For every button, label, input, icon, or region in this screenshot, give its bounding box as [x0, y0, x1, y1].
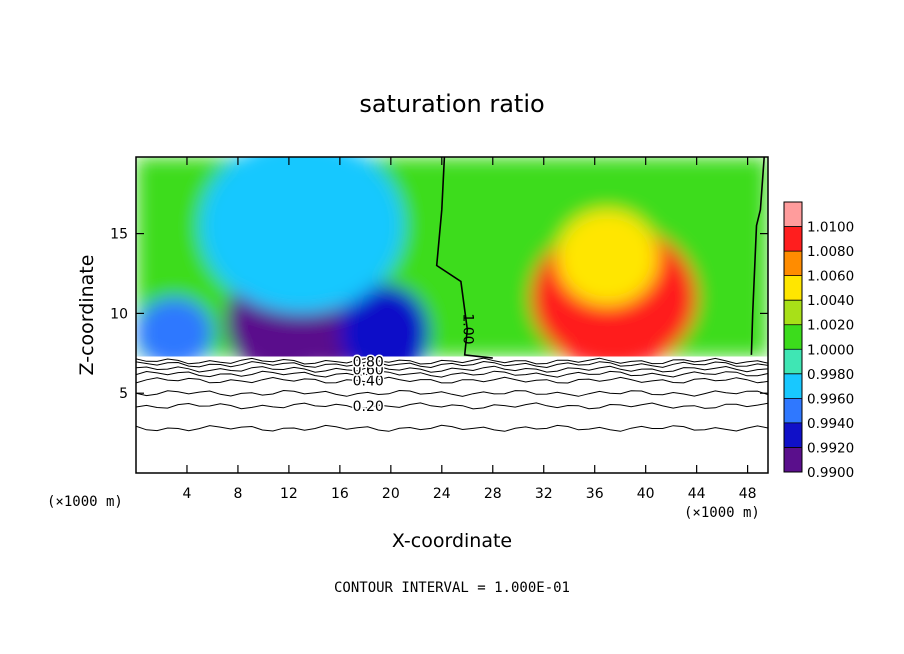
colorbar-swatch: [784, 324, 802, 350]
colorbar-swatch: [784, 300, 802, 325]
y-axis-label: Z-coordinate: [76, 255, 98, 376]
field-blob: [199, 157, 404, 314]
contour-interval-note: CONTOUR INTERVAL = 1.000E-01: [334, 580, 570, 596]
x-axis-label: X-coordinate: [392, 530, 512, 552]
unity-contour: [435, 157, 493, 359]
x-tick-label: 20: [382, 486, 400, 502]
field-fill: [136, 157, 768, 381]
colorbar: 0.9900 0.9920 0.9940 0.9960 0.9980 1.0000 1.00…: [783, 201, 854, 481]
colorbar-label: 0.9900: [807, 465, 854, 481]
colorbar-label: 1.0020: [807, 318, 854, 334]
x-tick-label: 16: [331, 486, 349, 502]
colorbar-label: 1.0040: [807, 293, 854, 309]
x-tick-label: 28: [484, 486, 502, 502]
unity-contour-right: [750, 157, 765, 355]
contour-line: [136, 402, 768, 410]
colorbar-swatch: [784, 373, 802, 399]
x-tick-label: 12: [280, 486, 298, 502]
colorbar-swatch: [784, 202, 802, 227]
x-unit-left: (×1000 m): [47, 494, 123, 510]
chart-title: saturation ratio: [359, 90, 544, 118]
y-tick-label: 15: [110, 227, 128, 243]
colorbar-swatch: [784, 398, 802, 423]
x-tick-label: 4: [183, 486, 192, 502]
x-tick-label: 24: [433, 486, 451, 502]
colorbar-swatch: [784, 226, 802, 252]
contour-line: [136, 389, 768, 397]
x-tick-label: 36: [586, 486, 604, 502]
colorbar-label: 1.0080: [807, 244, 854, 260]
field-blob: [339, 284, 430, 381]
x-axis: 4 8 12 16 20 24 28 32 36 40 44 48: [183, 157, 757, 502]
contour-line: [136, 376, 768, 384]
colorbar-label: 1.0000: [807, 342, 854, 358]
contour-label: 0.20: [353, 399, 384, 415]
colorbar-label: 1.0100: [807, 220, 854, 236]
contour-line: [136, 365, 768, 373]
field-blob: [556, 209, 659, 306]
contour-label: 0.80: [353, 354, 384, 370]
colorbar-swatch: [784, 447, 802, 472]
colorbar-swatch: [784, 349, 802, 374]
colorbar-label: 0.9920: [807, 440, 854, 456]
plot-area: 0.20 0.400.600.80 1.00: [135, 156, 769, 474]
y-tick-label: 10: [110, 306, 128, 322]
colorbar-label: 0.9980: [807, 367, 854, 383]
colorbar-swatch: [784, 422, 802, 448]
x-tick-label: 44: [688, 486, 706, 502]
colorbar-label: 1.0060: [807, 269, 854, 285]
colorbar-label: 0.9940: [807, 416, 854, 432]
contour-label: 0.40: [353, 373, 384, 389]
x-tick-label: 32: [535, 486, 553, 502]
contour-label: 0.60: [353, 362, 384, 378]
contour-line: [136, 424, 768, 432]
plot-frame: [135, 156, 769, 474]
x-tick-label: 40: [637, 486, 655, 502]
colorbar-swatch: [784, 251, 802, 276]
colorbar-label: 0.9960: [807, 391, 854, 407]
y-tick-label: 5: [119, 386, 128, 402]
x-unit-right: (×1000 m): [684, 505, 760, 521]
contour-line: [136, 360, 768, 369]
contour-line: [136, 357, 768, 365]
y-axis: 5 10 15: [110, 227, 768, 402]
unity-contour-label: 1.00: [459, 313, 475, 344]
field-blob: [136, 297, 213, 368]
x-tick-label: 48: [739, 486, 757, 502]
x-tick-label: 8: [233, 486, 242, 502]
colorbar-swatch: [784, 275, 802, 301]
contour-line: [136, 370, 768, 378]
